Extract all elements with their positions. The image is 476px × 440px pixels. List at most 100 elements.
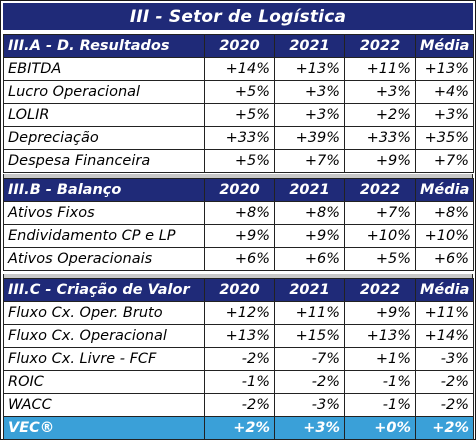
section-results: III.A - D. Resultados 2020 2021 2022 Méd…	[3, 34, 474, 173]
cell-value: +13%	[204, 324, 275, 348]
cell-value: -2%	[415, 370, 474, 394]
cell-value: +7%	[344, 201, 416, 225]
cell-value: +6%	[415, 247, 474, 271]
cell-value: -2%	[204, 393, 275, 417]
column-header: 2021	[274, 34, 345, 58]
row-label: Fluxo Cx. Operacional	[3, 324, 205, 348]
total-row: VEC® +2% +3% +0% +2%	[3, 416, 474, 440]
cell-value: +3%	[274, 103, 345, 127]
cell-value: +7%	[274, 149, 345, 173]
table-row: Fluxo Cx. Livre - FCF -2% -7% +1% -3%	[3, 347, 474, 371]
cell-value: +39%	[274, 126, 345, 150]
section-header: III.B - Balanço 2020 2021 2022 Média	[3, 178, 474, 202]
table-row: Lucro Operacional +5% +3% +3% +4%	[3, 80, 474, 104]
cell-value: -3%	[274, 393, 345, 417]
column-header: Média	[415, 34, 474, 58]
section-header: III.C - Criação de Valor 2020 2021 2022 …	[3, 278, 474, 302]
table-row: Ativos Fixos +8% +8% +7% +8%	[3, 201, 474, 225]
cell-value: +14%	[204, 57, 275, 81]
cell-value: +3%	[274, 80, 345, 104]
cell-value: +3%	[415, 103, 474, 127]
row-label: Depreciação	[3, 126, 205, 150]
cell-value: +10%	[415, 224, 474, 248]
cell-value: -7%	[274, 347, 345, 371]
cell-value: +13%	[274, 57, 345, 81]
table-row: Fluxo Cx. Operacional +13% +15% +13% +14…	[3, 324, 474, 348]
cell-value: +11%	[415, 301, 474, 325]
cell-value: +5%	[204, 103, 275, 127]
cell-value: +33%	[344, 126, 416, 150]
table-row: WACC -2% -3% -1% -2%	[3, 393, 474, 417]
row-label: LOLIR	[3, 103, 205, 127]
section-divider	[3, 174, 473, 178]
table-row: ROIC -1% -2% -1% -2%	[3, 370, 474, 394]
column-header: 2020	[204, 278, 275, 302]
column-header: 2021	[274, 278, 345, 302]
page-title: III - Setor de Logística	[3, 3, 473, 30]
cell-value: +9%	[344, 149, 416, 173]
table-row: Despesa Financeira +5% +7% +9% +7%	[3, 149, 474, 173]
cell-value: -1%	[344, 370, 416, 394]
table-row: Depreciação +33% +39% +33% +35%	[3, 126, 474, 150]
cell-value: -2%	[274, 370, 345, 394]
cell-value: +2%	[204, 416, 275, 440]
column-header: 2022	[344, 178, 416, 202]
cell-value: +4%	[415, 80, 474, 104]
cell-value: +6%	[274, 247, 345, 271]
cell-value: +33%	[204, 126, 275, 150]
cell-value: +7%	[415, 149, 474, 173]
column-header: 2020	[204, 34, 275, 58]
section-value-creation: III.C - Criação de Valor 2020 2021 2022 …	[3, 278, 474, 440]
cell-value: -1%	[204, 370, 275, 394]
cell-value: +2%	[415, 416, 474, 440]
cell-value: -2%	[415, 393, 474, 417]
row-label: Ativos Fixos	[3, 201, 205, 225]
table-row: EBITDA +14% +13% +11% +13%	[3, 57, 474, 81]
cell-value: +9%	[344, 301, 416, 325]
column-header: 2022	[344, 278, 416, 302]
cell-value: +1%	[344, 347, 416, 371]
cell-value: +12%	[204, 301, 275, 325]
row-label: EBITDA	[3, 57, 205, 81]
cell-value: +8%	[415, 201, 474, 225]
cell-value: +10%	[344, 224, 416, 248]
column-header: Média	[415, 278, 474, 302]
cell-value: +11%	[274, 301, 345, 325]
cell-value: +8%	[204, 201, 275, 225]
cell-value: +3%	[274, 416, 345, 440]
cell-value: +9%	[274, 224, 345, 248]
section-label: III.A - D. Resultados	[3, 34, 205, 58]
row-label: Despesa Financeira	[3, 149, 205, 173]
cell-value: +0%	[344, 416, 416, 440]
cell-value: +3%	[344, 80, 416, 104]
cell-value: -3%	[415, 347, 474, 371]
table-row: Endividamento CP e LP +9% +9% +10% +10%	[3, 224, 474, 248]
cell-value: +13%	[344, 324, 416, 348]
section-label: III.C - Criação de Valor	[3, 278, 205, 302]
section-balance: III.B - Balanço 2020 2021 2022 Média Ati…	[3, 178, 474, 271]
column-header: 2021	[274, 178, 345, 202]
row-label: Fluxo Cx. Oper. Bruto	[3, 301, 205, 325]
column-header: Média	[415, 178, 474, 202]
cell-value: +8%	[274, 201, 345, 225]
row-label: Lucro Operacional	[3, 80, 205, 104]
cell-value: -1%	[344, 393, 416, 417]
row-label: Ativos Operacionais	[3, 247, 205, 271]
table-row: Ativos Operacionais +6% +6% +5% +6%	[3, 247, 474, 271]
cell-value: -2%	[204, 347, 275, 371]
row-label: Fluxo Cx. Livre - FCF	[3, 347, 205, 371]
section-label: III.B - Balanço	[3, 178, 205, 202]
cell-value: +14%	[415, 324, 474, 348]
cell-value: +15%	[274, 324, 345, 348]
cell-value: +5%	[204, 80, 275, 104]
column-header: 2022	[344, 34, 416, 58]
column-header: 2020	[204, 178, 275, 202]
cell-value: +35%	[415, 126, 474, 150]
cell-value: +6%	[204, 247, 275, 271]
cell-value: +5%	[344, 247, 416, 271]
row-label: WACC	[3, 393, 205, 417]
section-header: III.A - D. Resultados 2020 2021 2022 Méd…	[3, 34, 474, 58]
cell-value: +5%	[204, 149, 275, 173]
row-label: ROIC	[3, 370, 205, 394]
